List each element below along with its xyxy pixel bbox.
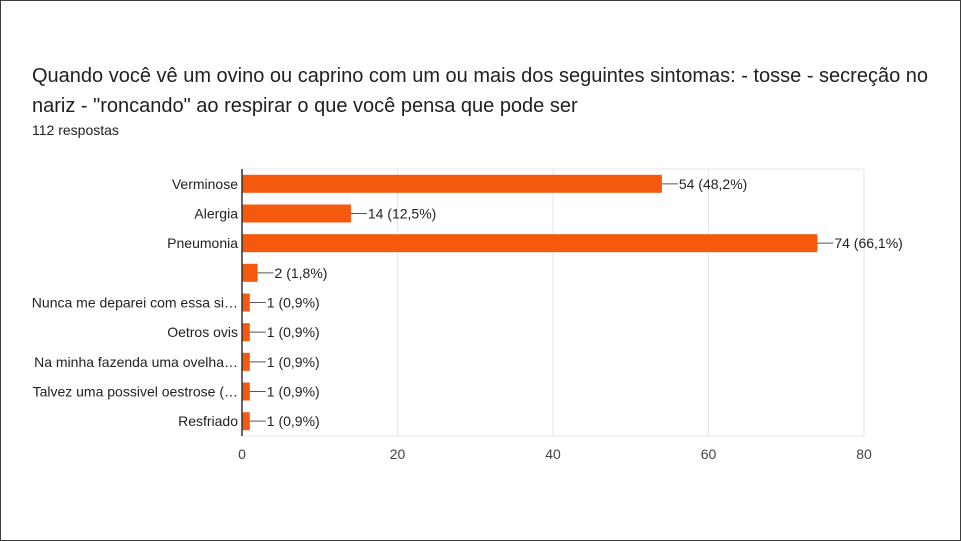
bar-0 xyxy=(242,174,662,193)
bar-6 xyxy=(242,352,250,371)
bar-4 xyxy=(242,293,250,312)
x-tick-label-1: 20 xyxy=(390,446,406,462)
response-count: 112 respostas xyxy=(32,122,119,138)
x-tick-label-4: 80 xyxy=(856,446,872,462)
data-label-1: 14 (12,5%) xyxy=(368,206,436,222)
category-label-2: Pneumonia xyxy=(167,235,238,251)
bar-7 xyxy=(242,382,250,401)
data-label-2: 74 (66,1%) xyxy=(834,235,902,251)
category-label-8: Resfriado xyxy=(178,413,238,429)
bar-5 xyxy=(242,323,250,342)
category-label-5: Oetros ovis xyxy=(167,324,238,340)
x-tick-label-3: 60 xyxy=(701,446,717,462)
question-title: Quando você vê um ovino ou caprino com u… xyxy=(32,65,929,117)
data-label-8: 1 (0,9%) xyxy=(267,413,320,429)
data-label-5: 1 (0,9%) xyxy=(267,324,320,340)
category-label-4: Nunca me deparei com essa si… xyxy=(32,295,238,311)
data-label-0: 54 (48,2%) xyxy=(679,176,747,192)
data-label-7: 1 (0,9%) xyxy=(267,384,320,400)
category-label-6: Na minha fazenda uma ovelha… xyxy=(34,354,238,370)
bar-8 xyxy=(242,412,250,431)
data-label-4: 1 (0,9%) xyxy=(267,295,320,311)
category-label-0: Verminose xyxy=(172,176,238,192)
category-label-1: Alergia xyxy=(194,206,238,222)
data-label-3: 2 (1,8%) xyxy=(275,265,328,281)
category-label-7: Talvez uma possivel oestrose (… xyxy=(33,384,238,400)
bar-2 xyxy=(242,234,818,253)
x-tick-label-0: 0 xyxy=(238,446,246,462)
bar-3 xyxy=(242,263,258,282)
data-label-6: 1 (0,9%) xyxy=(267,354,320,370)
bar-1 xyxy=(242,204,351,223)
x-tick-label-2: 40 xyxy=(545,446,561,462)
